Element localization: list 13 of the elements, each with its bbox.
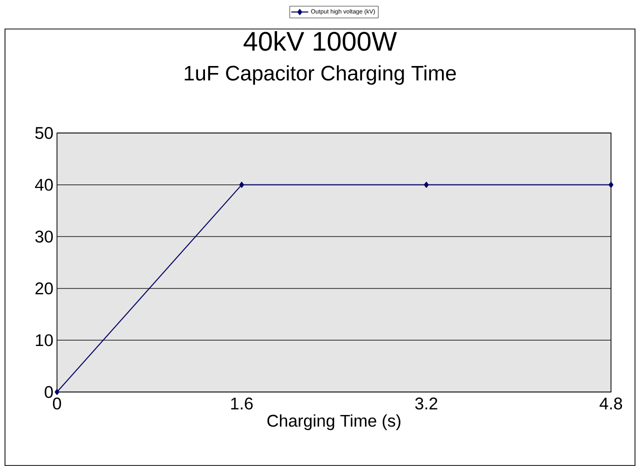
x-tick-label: 0 <box>52 398 62 410</box>
chart-subtitle: 1uF Capacitor Charging Time <box>184 65 456 85</box>
y-tick-label: 10 <box>36 334 53 346</box>
y-tick-label: 50 <box>35 127 53 140</box>
x-tick-label: 4.8 <box>600 398 622 410</box>
chart-title: 40kV 1000W <box>244 31 397 51</box>
y-tick-label: 30 <box>35 230 53 243</box>
y-tick-label: 0 <box>44 386 53 398</box>
x-axis-title: Charging Time (s) <box>267 414 400 430</box>
y-tick-label: 40 <box>35 178 53 191</box>
x-tick-label: 1.6 <box>231 398 253 410</box>
y-tick-label: 20 <box>36 282 53 294</box>
x-tick-label: 3.2 <box>415 398 438 410</box>
